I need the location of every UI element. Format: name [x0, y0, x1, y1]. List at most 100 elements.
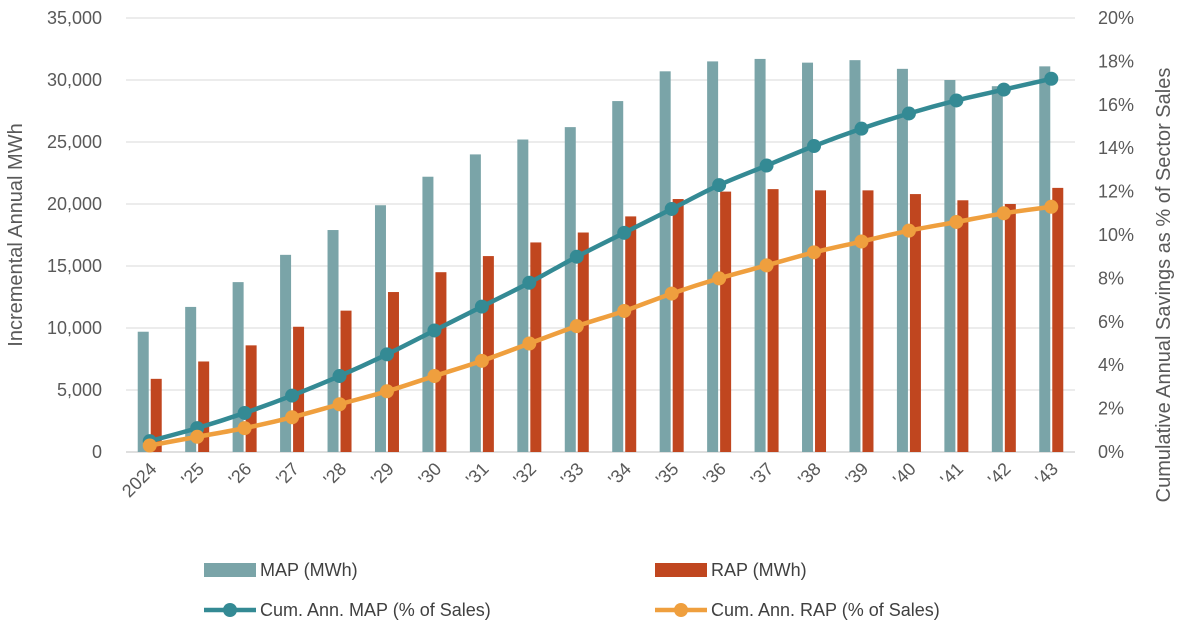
x-tick-label: '33 — [557, 459, 588, 490]
point-rap — [379, 384, 394, 399]
point-rap — [142, 438, 157, 453]
y-right-tick-label: 12% — [1098, 182, 1134, 202]
bar-rap — [815, 190, 827, 453]
bar-map — [185, 306, 197, 452]
bar-rap — [482, 256, 494, 452]
point-rap — [332, 397, 347, 412]
x-tick-label: '30 — [415, 459, 446, 490]
point-map — [332, 369, 347, 384]
point-map — [522, 275, 537, 290]
bar-rap — [340, 310, 352, 452]
point-rap — [190, 429, 205, 444]
bar-map — [374, 205, 386, 452]
y-right-tick-label: 16% — [1098, 95, 1134, 115]
bar-map — [564, 127, 576, 453]
legend-swatch-marker — [223, 603, 237, 617]
bar-rap — [625, 216, 637, 452]
legend-swatch — [204, 563, 256, 577]
y-right-tick-label: 4% — [1098, 355, 1124, 375]
point-map — [617, 225, 632, 240]
bar-map — [944, 80, 956, 452]
bar-map — [707, 61, 719, 453]
point-rap — [427, 369, 442, 384]
bar-map — [327, 230, 339, 452]
bar-rap — [957, 200, 969, 452]
point-rap — [664, 286, 679, 301]
left-y-axis-ticks: 0 5,000 10,000 15,000 20,000 25,000 30,000 35,0… — [47, 8, 102, 462]
point-map — [854, 121, 869, 136]
x-tick-label: '29 — [367, 459, 398, 490]
point-map — [569, 249, 584, 264]
point-map — [379, 347, 394, 362]
bar-rap — [577, 232, 589, 452]
x-axis-ticks: 2024 '25 '26 '27 '28 '29 '30 '31 '32 '33 '34 '35 '36… — [118, 459, 1062, 501]
y-right-tick-label: 6% — [1098, 312, 1124, 332]
y-tick-label: 15,000 — [47, 256, 102, 276]
legend-swatch-marker — [674, 603, 688, 617]
y-tick-label: 30,000 — [47, 70, 102, 90]
x-tick-label: '31 — [462, 459, 493, 490]
x-tick-label: '26 — [225, 459, 256, 490]
bar-map — [137, 331, 149, 452]
bar-map — [659, 71, 671, 452]
point-rap — [901, 223, 916, 238]
point-rap — [1044, 199, 1059, 214]
x-tick-label: '38 — [794, 459, 825, 490]
x-tick-label: '34 — [604, 459, 635, 490]
point-map — [712, 178, 727, 193]
y-tick-label: 10,000 — [47, 318, 102, 338]
right-y-axis-ticks: 0% 2% 4% 6% 8% 10% 12% 14% 16% 18% 20% — [1098, 8, 1134, 462]
x-tick-label: 2024 — [118, 459, 160, 501]
point-map — [285, 388, 300, 403]
bar-map — [232, 282, 244, 452]
bar-map — [896, 68, 908, 452]
y-right-tick-label: 18% — [1098, 51, 1134, 71]
x-tick-label: '25 — [177, 459, 208, 490]
y-right-tick-label: 10% — [1098, 225, 1134, 245]
bar-rap — [387, 292, 399, 452]
point-map — [474, 299, 489, 314]
legend: MAP (MWh) RAP (MWh) Cum. Ann. MAP (% of Sa… — [204, 560, 940, 620]
bar-map — [754, 58, 766, 453]
point-rap — [949, 214, 964, 229]
gridlines — [126, 17, 1075, 453]
point-map — [759, 158, 774, 173]
y-right-tick-label: 0% — [1098, 442, 1124, 462]
y-tick-label: 0 — [92, 442, 102, 462]
right-y-axis-title: Cumulative Annual Savings as % of Sector… — [1153, 68, 1175, 503]
point-map — [664, 201, 679, 216]
point-rap — [569, 319, 584, 334]
point-rap — [996, 206, 1011, 221]
lines — [142, 71, 1059, 453]
point-rap — [807, 245, 822, 260]
y-right-tick-label: 20% — [1098, 8, 1134, 28]
point-map — [237, 405, 252, 420]
x-tick-label: '28 — [320, 459, 351, 490]
bar-map — [422, 176, 434, 452]
x-tick-label: '27 — [272, 459, 303, 490]
bar-map — [280, 254, 292, 452]
y-tick-label: 25,000 — [47, 132, 102, 152]
x-tick-label: '40 — [889, 459, 920, 490]
x-tick-label: '36 — [699, 459, 730, 490]
point-map — [996, 82, 1011, 97]
x-tick-label: '42 — [984, 459, 1015, 490]
point-rap — [237, 421, 252, 436]
bar-rap — [767, 189, 779, 452]
bar-rap — [435, 272, 447, 452]
bar-rap — [198, 361, 210, 452]
bar-rap — [909, 194, 921, 452]
bar-rap — [1052, 187, 1064, 452]
point-map — [949, 93, 964, 108]
bar-map — [1039, 66, 1051, 453]
y-right-tick-label: 2% — [1098, 399, 1124, 419]
point-rap — [617, 303, 632, 318]
x-tick-label: '37 — [747, 459, 778, 490]
point-rap — [474, 353, 489, 368]
point-rap — [285, 410, 300, 425]
bar-rap — [293, 326, 305, 452]
bar-rap — [1004, 204, 1016, 452]
point-map — [807, 139, 822, 154]
legend-swatch — [655, 563, 707, 577]
bar-map — [469, 154, 481, 452]
